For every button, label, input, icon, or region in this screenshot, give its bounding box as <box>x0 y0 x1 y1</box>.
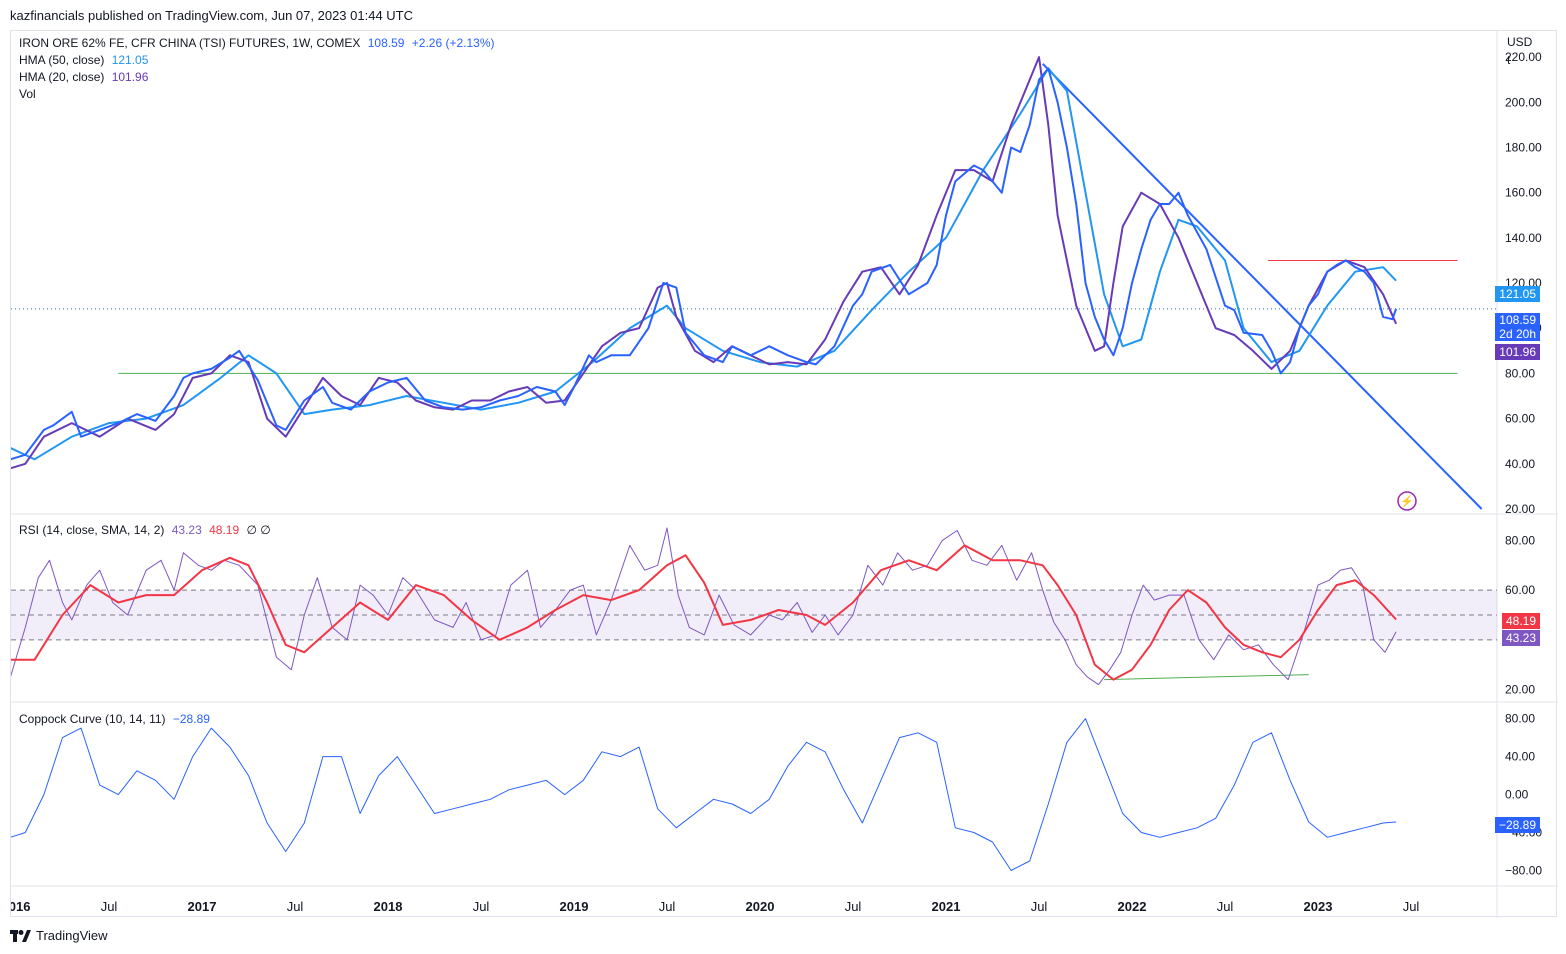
x-tick-label: Jul <box>1031 899 1048 914</box>
rsi-label[interactable]: RSI (14, close, SMA, 14, 2) <box>19 523 165 537</box>
price-tag-value: 108.59 <box>1499 313 1536 327</box>
coppock-tag: −28.89 <box>1494 817 1540 833</box>
y-tick-label: 220.00 <box>1505 50 1542 64</box>
symbol-title[interactable]: IRON ORE 62% FE, CFR CHINA (TSI) FUTURES… <box>19 36 361 50</box>
hma50-tag: 121.05 <box>1495 286 1540 302</box>
x-tick-label: Jul <box>1217 899 1234 914</box>
event-marker-icon <box>1397 491 1417 511</box>
y-tick-label: 160.00 <box>1505 186 1542 200</box>
hma20-tag: 101.96 <box>1495 344 1540 360</box>
y-tick-label: 20.00 <box>1505 683 1535 697</box>
y-tick-label: 0.00 <box>1505 788 1529 802</box>
x-tick-label: Jul <box>287 899 304 914</box>
hma20-label[interactable]: HMA (20, close) <box>19 70 105 84</box>
x-tick-label: 2022 <box>1118 899 1147 914</box>
countdown-label: 2d 20h <box>1499 327 1536 341</box>
coppock-label[interactable]: Coppock Curve (10, 14, 11) <box>19 712 166 726</box>
hma50-label[interactable]: HMA (50, close) <box>19 53 105 67</box>
bolt-icon: ⚡ <box>1400 495 1414 508</box>
x-tick-label: 2020 <box>746 899 775 914</box>
x-tick-label: 2017 <box>188 899 217 914</box>
coppock-legend: Coppock Curve (10, 14, 11) −28.89 <box>19 711 214 728</box>
y-tick-label: 60.00 <box>1505 583 1535 597</box>
y-tick-label: 40.00 <box>1505 750 1535 764</box>
y-tick-label: 80.00 <box>1505 533 1535 547</box>
chart-frame[interactable]: 220.00200.00180.00160.00140.00120.00100.… <box>10 30 1558 918</box>
hma20-value: 101.96 <box>111 70 149 84</box>
y-tick-label: 140.00 <box>1505 231 1542 245</box>
tradingview-brand[interactable]: TradingView <box>36 928 108 943</box>
y-tick-label: 200.00 <box>1505 95 1542 109</box>
hma50-value: 121.05 <box>111 53 149 67</box>
main-legend: IRON ORE 62% FE, CFR CHINA (TSI) FUTURES… <box>19 35 499 103</box>
rsi-line <box>11 527 1397 686</box>
price-line <box>11 67 1398 461</box>
x-tick-label: Jul <box>473 899 490 914</box>
tradingview-logo-icon <box>10 929 31 942</box>
y-tick-label: −80.00 <box>1505 864 1542 878</box>
rsi-divergence-line <box>1104 674 1309 681</box>
hma20-line <box>11 56 1398 470</box>
x-tick-label: 2023 <box>1304 899 1333 914</box>
unit-label: t <box>1507 53 1511 67</box>
publisher-header: kazfinancials published on TradingView.c… <box>10 8 414 23</box>
price-value: 108.59 <box>367 36 405 50</box>
rsi-value: 43.23 <box>171 523 202 537</box>
rsi-ma-line <box>11 544 1397 681</box>
hma50-line <box>11 67 1397 461</box>
tradingview-footer: TradingView <box>10 928 108 943</box>
currency-label: USD <box>1507 35 1533 49</box>
rsi-ma-value: 48.19 <box>209 523 240 537</box>
coppock-line <box>11 718 1397 871</box>
axis-units: USD t <box>1507 33 1532 69</box>
rsi-ma-tag: 48.19 <box>1501 613 1540 629</box>
chart-canvas[interactable]: 220.00200.00180.00160.00140.00120.00100.… <box>11 31 1558 918</box>
y-tick-label: 80.00 <box>1505 712 1535 726</box>
x-tick-label: Jul <box>659 899 676 914</box>
x-tick-label: 2019 <box>560 899 589 914</box>
trendline <box>1042 63 1483 510</box>
x-tick-label: 2018 <box>374 899 403 914</box>
x-tick-label: Jul <box>101 899 118 914</box>
rsi-tag: 43.23 <box>1501 630 1540 646</box>
y-tick-label: 20.00 <box>1505 502 1535 516</box>
y-tick-label: 40.00 <box>1505 457 1535 471</box>
y-tick-label: 60.00 <box>1505 412 1535 426</box>
x-tick-label: Jul <box>1403 899 1420 914</box>
x-tick-label: 2016 <box>11 899 30 914</box>
x-tick-label: 2021 <box>932 899 961 914</box>
vol-label[interactable]: Vol <box>19 87 36 101</box>
y-tick-label: 180.00 <box>1505 140 1542 154</box>
rsi-extra: ∅ ∅ <box>246 523 271 537</box>
rsi-legend: RSI (14, close, SMA, 14, 2) 43.23 48.19 … <box>19 522 275 539</box>
price-change: +2.26 (+2.13%) <box>411 36 495 50</box>
price-tag: 108.59 2d 20h <box>1495 313 1540 341</box>
y-tick-label: 80.00 <box>1505 366 1535 380</box>
coppock-value: −28.89 <box>172 712 210 726</box>
x-tick-label: Jul <box>845 899 862 914</box>
